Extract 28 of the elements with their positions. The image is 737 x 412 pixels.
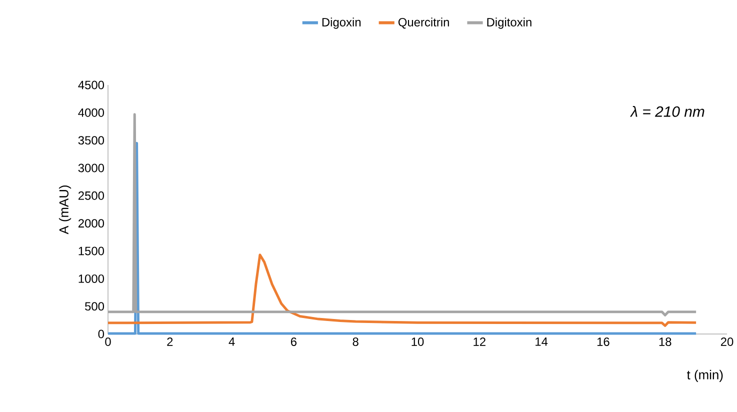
x-tick-label: 18 — [659, 338, 672, 346]
x-tick-label: 2 — [167, 338, 173, 346]
y-tick-label: 500 — [85, 302, 104, 311]
y-tick-label: 3500 — [78, 136, 104, 145]
y-tick-label: 4000 — [78, 108, 104, 117]
y-tick-label: 0 — [98, 330, 104, 338]
x-tick-label: 4 — [228, 338, 235, 346]
y-tick-label: 3000 — [78, 164, 104, 172]
x-tick-label: 8 — [352, 338, 358, 346]
legend-label: Digitoxin — [487, 18, 532, 29]
x-tick-label: 10 — [412, 338, 424, 346]
x-axis-title: t (min) — [687, 370, 723, 382]
legend-label: Quercitrin — [398, 18, 449, 29]
y-tick-label: 1000 — [78, 274, 104, 283]
y-tick-label: 1500 — [78, 246, 104, 256]
x-tick-label: 6 — [290, 338, 296, 346]
annotation: λ = 210 nm — [630, 106, 704, 117]
line-series — [106, 254, 698, 327]
x-tick-label: 20 — [720, 338, 734, 346]
x-tick-label: 12 — [474, 338, 486, 346]
y-tick-label: 2500 — [78, 191, 104, 200]
y-axis-title: A (mAU) — [58, 185, 72, 234]
y-tick-label: 4500 — [78, 80, 104, 90]
x-tick-label: 16 — [597, 338, 610, 346]
x-tick-label: 0 — [105, 338, 111, 346]
legend-label: Digoxin — [322, 18, 361, 29]
y-tick-label: 2000 — [78, 219, 104, 228]
x-tick-label: 14 — [536, 338, 548, 346]
